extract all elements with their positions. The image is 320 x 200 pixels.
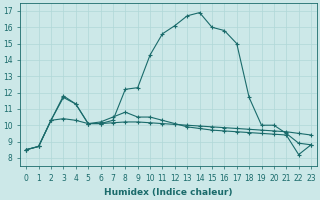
X-axis label: Humidex (Indice chaleur): Humidex (Indice chaleur): [104, 188, 233, 197]
